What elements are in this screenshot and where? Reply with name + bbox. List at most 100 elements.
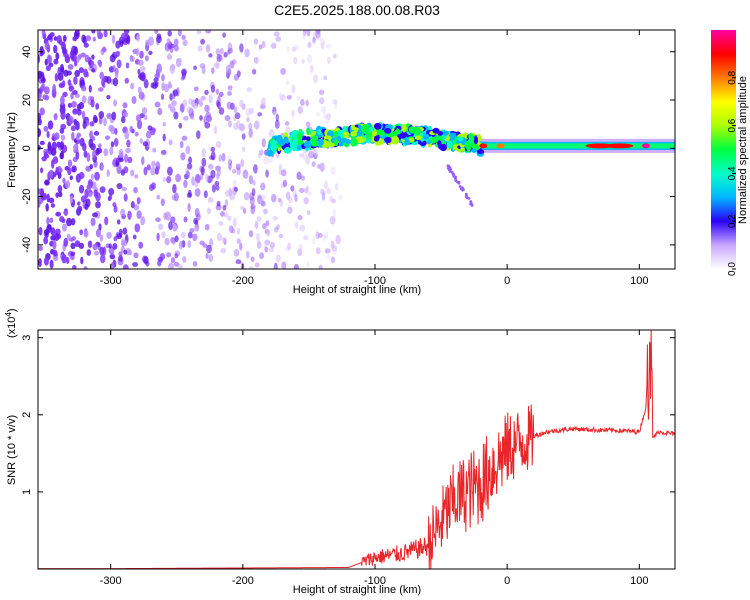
heatmap-cell [205, 44, 211, 53]
heatmap-cell [66, 217, 72, 227]
heatmap-cell [116, 59, 122, 69]
heatmap-cell [38, 245, 43, 252]
heatmap-cell [458, 185, 462, 188]
heatmap-cell [104, 135, 111, 140]
heatmap-cell [166, 175, 172, 184]
heatmap-cell [136, 119, 143, 130]
heatmap-cell [261, 138, 266, 148]
heatmap-cell [148, 184, 155, 192]
heatmap-cell [54, 73, 59, 82]
heatmap-cell [83, 266, 88, 269]
heatmap-cell [93, 250, 100, 256]
heatmap-cell [351, 124, 356, 131]
heatmap-cell [162, 176, 167, 183]
heatmap-cell [302, 30, 307, 37]
heatmap-cell [172, 89, 179, 97]
heatmap-cell [148, 36, 154, 46]
heatmap-cell [70, 218, 76, 226]
heatmap-cell [211, 67, 215, 74]
spectrogram-y-ticks: -40 -20 0 20 40 [21, 46, 675, 253]
heatmap-cell [133, 252, 139, 259]
heatmap-cell [123, 193, 128, 202]
colorbar-tick-label: 0.6 [727, 118, 738, 132]
heatmap-cell [70, 242, 76, 250]
heatmap-cell [196, 30, 202, 35]
heatmap-cell [240, 124, 246, 132]
heatmap-cell [169, 65, 175, 75]
heatmap-cell [72, 36, 78, 42]
heatmap-cell [122, 102, 128, 109]
heatmap-cell [285, 191, 291, 200]
heatmap-cell [163, 212, 168, 220]
heatmap-cell [245, 250, 250, 259]
heatmap-cell [315, 30, 320, 35]
heatmap-cell [99, 186, 106, 194]
heatmap-cell [332, 208, 337, 217]
heatmap-cell [215, 88, 220, 95]
heatmap-cell [227, 91, 232, 96]
heatmap-cell [268, 247, 275, 253]
heatmap-cell [226, 101, 233, 110]
heatmap-cell [125, 247, 131, 256]
heatmap-cell [132, 262, 139, 267]
heatmap-cell [282, 179, 287, 188]
colorbar-tick-label: 0.8 [727, 70, 738, 84]
heatmap-cell [137, 68, 141, 75]
heatmap-cell [168, 84, 173, 89]
colorbar-tick-label: 0.4 [727, 166, 738, 180]
heatmap-cell [84, 203, 89, 211]
heatmap-cell [224, 115, 231, 122]
heatmap-cell [258, 44, 263, 50]
heatmap-cell [334, 138, 339, 147]
heatmap-cell [345, 139, 351, 145]
y-tick-label: 2 [21, 412, 33, 418]
heatmap-cell [341, 131, 350, 139]
heatmap-cell [104, 216, 109, 226]
heatmap-cell [66, 70, 72, 76]
heatmap-cell [43, 257, 49, 266]
heatmap-cell [234, 186, 238, 192]
heatmap-cell [100, 162, 104, 171]
x-tick-label: 0 [504, 575, 510, 587]
heatmap-cell [239, 43, 244, 53]
heatmap-cell [186, 170, 190, 179]
heatmap-cell [296, 132, 303, 141]
heatmap-cell [401, 123, 407, 133]
heatmap-cell [285, 80, 290, 86]
heatmap-cell [45, 65, 51, 72]
heatmap-cell [99, 254, 106, 264]
heatmap-cell [408, 137, 415, 143]
heatmap-cell [113, 138, 119, 147]
heatmap-cell [115, 40, 121, 49]
heatmap-cell [39, 107, 45, 116]
heatmap-cell [48, 197, 55, 204]
heatmap-cell [59, 39, 63, 46]
heatmap-cell [155, 217, 161, 223]
colorbar-tick-label: 0.0 [727, 262, 738, 276]
heatmap-cell [310, 136, 319, 142]
heatmap-cell [333, 53, 337, 59]
heatmap-cell [361, 125, 370, 134]
heatmap-cell [264, 246, 269, 253]
heatmap-cell [605, 143, 634, 149]
heatmap-cell [268, 129, 275, 138]
heatmap-cell [134, 223, 141, 233]
heatmap-cell [215, 204, 222, 211]
heatmap-cell [186, 106, 193, 115]
heatmap-cell [142, 141, 149, 147]
heatmap-cell [140, 216, 146, 226]
heatmap-cell [183, 115, 189, 121]
heatmap-cell [60, 134, 66, 141]
snr-panel: -300 -200 -100 0 100 1 2 3 Height of straight … [4, 308, 676, 596]
heatmap-cell [359, 137, 367, 142]
heatmap-cell [166, 38, 171, 45]
heatmap-cell [92, 212, 98, 218]
heatmap-cell [170, 216, 176, 224]
heatmap-cell [204, 223, 210, 231]
heatmap-cell [62, 223, 67, 232]
heatmap-cell [384, 128, 392, 134]
heatmap-cell [461, 187, 465, 191]
snr-multiplier-exp: 4 [4, 312, 13, 317]
heatmap-cell [228, 225, 232, 233]
x-tick-label: -200 [232, 275, 254, 287]
